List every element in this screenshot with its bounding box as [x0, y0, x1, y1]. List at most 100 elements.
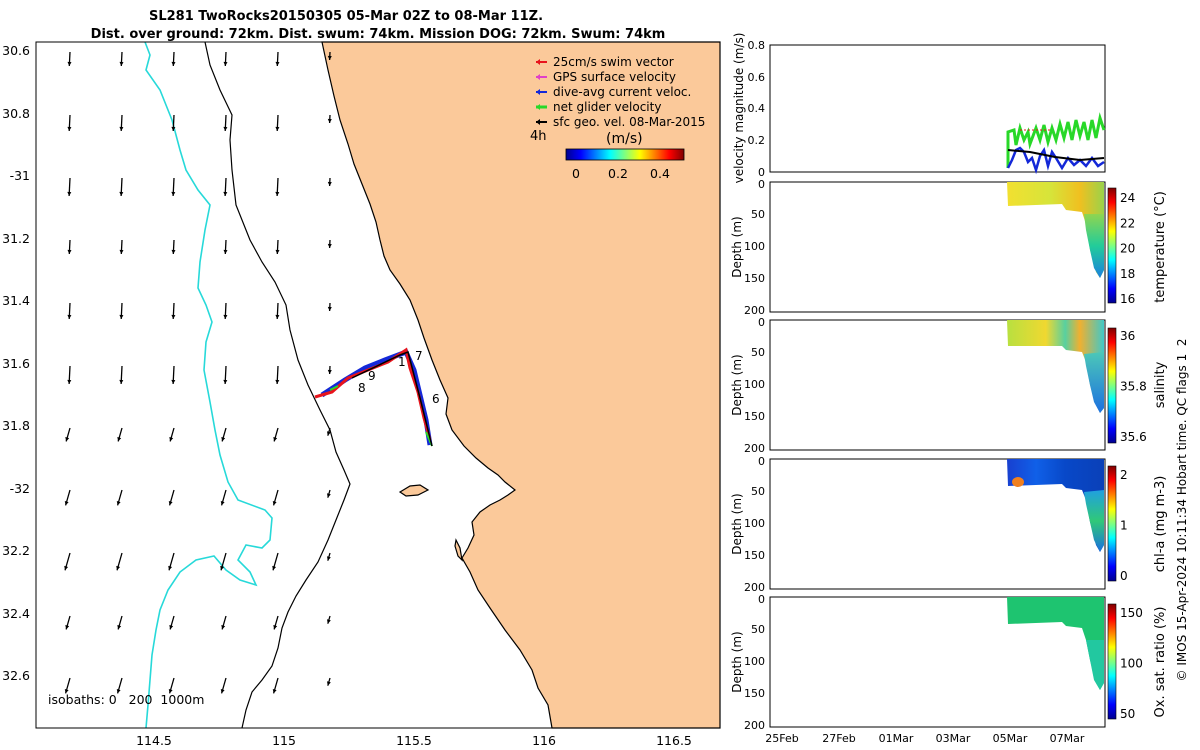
velocity-arrowhead: [119, 379, 124, 384]
lon-tick: 114.5: [136, 733, 172, 748]
depth-label: Depth (m): [730, 493, 744, 554]
colorbar-tick: 35.8: [1120, 380, 1147, 394]
depth-label: Depth (m): [730, 354, 744, 415]
temperature-data: [1007, 182, 1104, 278]
velocity-arrowhead: [220, 688, 225, 694]
velocity-arrowhead: [117, 437, 122, 442]
velocity-arrowhead: [275, 379, 280, 384]
depth-tick: 50: [751, 623, 765, 636]
colorbar-label: salinity: [1153, 361, 1168, 408]
velocity-arrowhead: [220, 500, 225, 506]
velocity-arrowhead: [220, 565, 225, 571]
velocity-arrowhead: [273, 625, 278, 630]
velocity-panel: 0 0.2 0.4 0.6 0.8 velocity magnitude (m/…: [732, 33, 1106, 183]
colorbar-tick: 100: [1120, 657, 1143, 671]
velocity-arrowhead: [326, 681, 331, 686]
velocity-arrowhead: [326, 556, 331, 561]
velocity-arrowhead: [168, 500, 173, 506]
time-tick: 03Mar: [936, 732, 971, 745]
velocity-arrowhead: [119, 61, 124, 66]
depth-tick: 150: [744, 410, 765, 423]
depth-tick: 150: [744, 549, 765, 562]
velocity-arrowhead: [116, 688, 121, 694]
colorbar-tick: 36: [1120, 329, 1135, 343]
velocity-arrowhead: [171, 126, 176, 131]
temperature-section: [769, 181, 1117, 313]
colorbar-label: chl-a (mg m-3): [1153, 476, 1168, 573]
legend-item-dive-avg: dive-avg current veloc.: [536, 85, 691, 99]
rottnest-island: [398, 484, 430, 497]
lat-tick: 30.8: [2, 106, 30, 121]
colorbar-label: Ox. sat. ratio (%): [1153, 607, 1168, 718]
velocity-arrowhead: [64, 500, 69, 506]
legend-label: 25cm/s swim vector: [553, 55, 674, 69]
velocity-arrowhead: [119, 249, 124, 254]
lat-tick: 32.2: [2, 543, 30, 558]
velocity-arrowhead: [327, 369, 332, 374]
lat-tick: 31.8: [2, 418, 30, 433]
velocity-field: [64, 51, 332, 694]
velocity-arrowhead: [327, 181, 332, 186]
velocity-arrowhead: [67, 61, 72, 66]
colorbar-tick: 2: [1120, 468, 1128, 482]
lat-tick: 32.6: [2, 668, 30, 683]
colorbar-tick: 16: [1120, 292, 1135, 306]
salinity-colorbar: [1107, 327, 1117, 444]
lat-tick: 30.6: [2, 43, 30, 58]
lon-tick: 116.5: [656, 733, 692, 748]
legend-item-net: net glider velocity: [536, 100, 661, 114]
depth-tick: 200: [744, 581, 765, 594]
garden-island: [454, 538, 463, 562]
salinity-data: [1007, 320, 1104, 413]
velocity-arrowhead: [67, 126, 72, 131]
velocity-arrowhead: [221, 437, 226, 442]
velocity-axes: [769, 44, 1106, 173]
lon-tick: 116: [532, 733, 556, 748]
velocity-arrowhead: [223, 314, 228, 319]
title-line-2: Dist. over ground: 72km. Dist. swum: 74k…: [91, 27, 666, 42]
oxygen-axes: [769, 596, 1106, 728]
velocity-arrowhead: [275, 249, 280, 254]
velocity-arrowhead: [273, 437, 278, 442]
depth-label: Depth (m): [730, 631, 744, 692]
colorbar-tick: 20: [1120, 242, 1135, 256]
depth-tick: 0: [758, 455, 765, 468]
colorbar-label: temperature (°C): [1153, 191, 1168, 303]
colorbar-tick: 35.6: [1120, 430, 1147, 444]
map-legend: 25cm/s swim vector GPS surface velocity …: [530, 55, 705, 181]
velocity-arrowhead: [169, 625, 174, 630]
velocity-arrowhead: [117, 625, 122, 630]
colorbar-tick: 18: [1120, 267, 1135, 281]
vel-ytick: 0.8: [748, 39, 766, 52]
colorbar-tick: 24: [1120, 191, 1135, 205]
depth-tick: 100: [744, 517, 765, 530]
depth-tick: 200: [744, 304, 765, 317]
isobath-200m: [204, 41, 351, 729]
velocity-arrowhead: [326, 493, 331, 498]
velocity-arrowhead: [171, 61, 176, 66]
track-label-1: 1: [398, 355, 406, 369]
track-label-6: 6: [432, 392, 440, 406]
time-tick: 05Mar: [993, 732, 1028, 745]
velocity-arrowhead: [275, 126, 280, 131]
colorbar-tick: 0.4: [650, 166, 670, 181]
velocity-arrowhead: [327, 243, 332, 248]
lat-tick: 31.6: [2, 356, 30, 371]
depth-tick: 50: [751, 485, 765, 498]
vel-ytick: 0.4: [748, 102, 766, 115]
time-tick: 27Feb: [822, 732, 855, 745]
velocity-arrowhead: [67, 249, 72, 254]
depth-tick: 100: [744, 655, 765, 668]
velocity-arrowhead: [326, 431, 331, 436]
isobaths-label: isobaths: 0 200 1000m: [48, 692, 204, 707]
vel-ytick: 0.2: [748, 134, 766, 147]
velocity-arrowhead: [67, 379, 72, 384]
depth-tick: 0: [758, 593, 765, 606]
chlorophyll-colorbar: [1107, 465, 1117, 582]
oxygen-deep: [1086, 640, 1104, 690]
lat-tick: 31.4: [2, 293, 30, 308]
velocity-arrowhead: [171, 379, 176, 384]
track-label-7: 7: [415, 349, 423, 363]
land: [321, 41, 721, 729]
